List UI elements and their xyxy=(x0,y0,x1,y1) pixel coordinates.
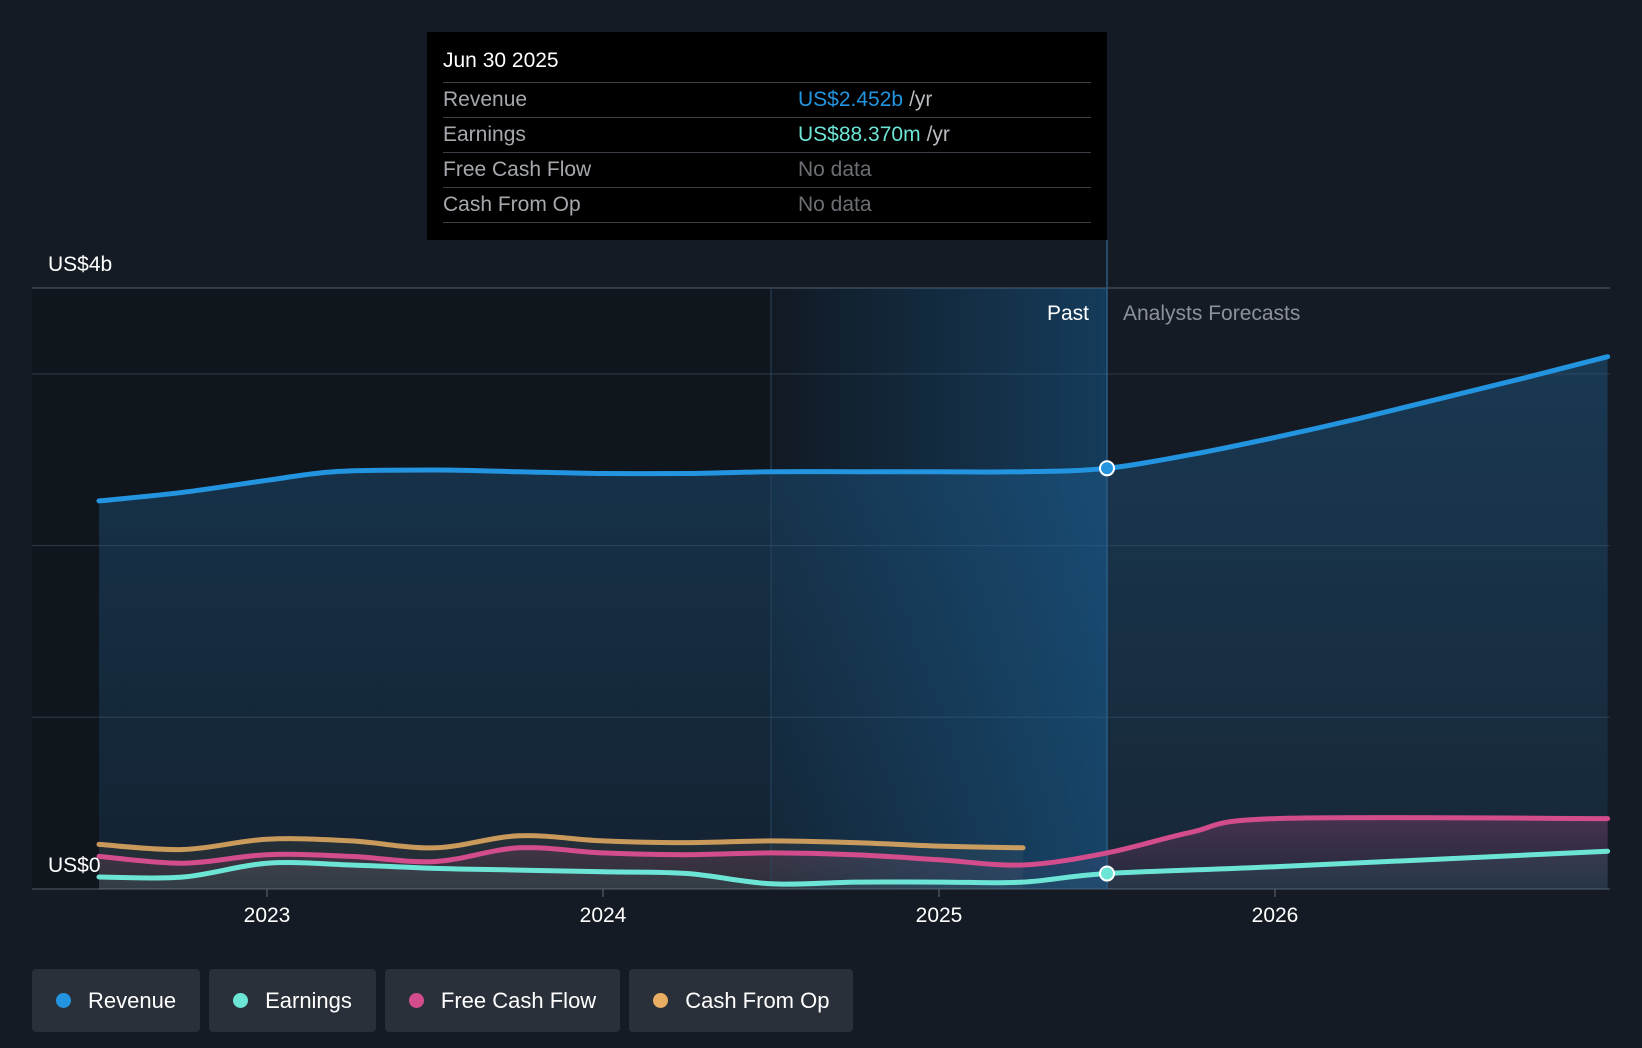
x-tick-label: 2025 xyxy=(916,904,963,927)
tooltip-value: US$88.370m xyxy=(798,123,921,146)
x-tick-label: 2024 xyxy=(580,904,627,927)
forecast-label: Analysts Forecasts xyxy=(1123,302,1300,325)
series-line-earnings xyxy=(96,848,1611,887)
marker-revenue xyxy=(1099,460,1115,477)
tooltip-label: Earnings xyxy=(443,123,526,146)
highlight-band xyxy=(771,288,1107,889)
series-line-cash-from-op xyxy=(96,833,1026,853)
tooltip-value: US$2.452b xyxy=(798,88,904,111)
legend-item-revenue[interactable]: Revenue xyxy=(32,969,201,1032)
y-axis-label-top: US$4b xyxy=(48,253,112,276)
series-line-free-cash-flow xyxy=(96,815,1611,868)
x-axis-ticks: 2023 2024 2025 2026 xyxy=(244,889,1299,927)
series-markers xyxy=(1099,460,1115,882)
tooltip-row-revenue: Revenue US$2.452b /yr xyxy=(443,83,1091,118)
tooltip-label: Revenue xyxy=(443,88,528,111)
legend-dot-icon xyxy=(56,993,71,1008)
legend-item-free-cash-flow[interactable]: Free Cash Flow xyxy=(384,969,621,1032)
tooltip-value: No data xyxy=(798,158,872,181)
tooltip-row-cash-from-op: Cash From Op No data xyxy=(443,188,1091,223)
y-axis-label-bottom: US$0 xyxy=(48,854,101,877)
legend-dot-icon xyxy=(408,993,424,1008)
series-line-revenue xyxy=(96,354,1611,504)
legend-label: Free Cash Flow xyxy=(440,987,597,1013)
legend-item-cash-from-op[interactable]: Cash From Op xyxy=(629,969,854,1032)
tooltip: Jun 30 2025 Revenue US$2.452b /yr Earnin… xyxy=(427,32,1107,240)
tooltip-label: Cash From Op xyxy=(443,193,581,216)
x-tick-label: 2023 xyxy=(244,904,291,927)
legend-item-earnings[interactable]: Earnings xyxy=(209,969,376,1032)
legend-dot-icon xyxy=(233,993,249,1008)
legend-label: Revenue xyxy=(88,987,177,1013)
past-label: Past xyxy=(1047,302,1089,325)
tooltip-row-earnings: Earnings US$88.370m /yr xyxy=(443,118,1091,153)
tooltip-unit: /yr xyxy=(926,123,950,146)
tooltip-date: Jun 30 2025 xyxy=(443,46,1091,83)
tooltip-row-free-cash-flow: Free Cash Flow No data xyxy=(443,153,1091,188)
tooltip-unit: /yr xyxy=(909,88,933,111)
legend-label: Cash From Op xyxy=(685,987,830,1013)
tooltip-value: No data xyxy=(798,193,872,216)
series-lines xyxy=(96,354,1611,887)
marker-earnings xyxy=(1099,865,1115,882)
legend-dot-icon xyxy=(653,993,669,1008)
x-tick-label: 2026 xyxy=(1252,904,1299,927)
legend: Revenue Earnings Free Cash Flow Cash Fro… xyxy=(32,969,854,1032)
legend-label: Earnings xyxy=(265,987,352,1013)
tooltip-label: Free Cash Flow xyxy=(443,158,592,181)
